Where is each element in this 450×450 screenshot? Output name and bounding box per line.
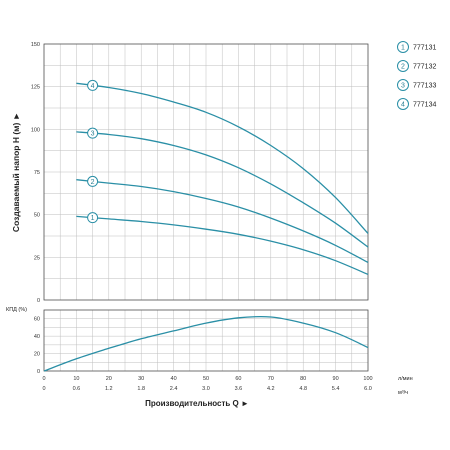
efficiency-tick-label: 60	[34, 317, 40, 323]
head-curve-4	[76, 82, 369, 234]
efficiency-tick-label: 40	[34, 334, 40, 340]
legend-label: 777134	[413, 102, 436, 109]
head-curve-2	[76, 179, 369, 264]
x-tick-m3h: 1.8	[137, 386, 145, 392]
legend-label: 777131	[413, 45, 436, 52]
legend-label: 777133	[413, 83, 436, 90]
head-y-ticks: 0 25 50 75 100 125 150	[31, 42, 40, 304]
svg-text:3: 3	[91, 131, 95, 138]
x-tick-m3h: 2.4	[170, 386, 178, 392]
x-tick-m3h: 5.4	[332, 386, 340, 392]
unit-lpm-label: л/мин	[398, 376, 413, 382]
x-tick-lpm: 10	[73, 376, 79, 382]
legend-item-2: 2 777132	[397, 60, 436, 72]
efficiency-tick-label: 20	[34, 352, 40, 358]
svg-text:2: 2	[91, 179, 95, 186]
x-tick-m3h: 1.2	[105, 386, 113, 392]
head-curve-3	[76, 131, 369, 248]
x-tick-lpm: 40	[171, 376, 177, 382]
x-tick-lpm: 80	[300, 376, 306, 382]
efficiency-plot-frame	[43, 309, 369, 372]
head-plot-frame	[43, 43, 369, 301]
legend-number: 3	[401, 83, 405, 90]
x-tick-m3h: 0	[42, 386, 45, 392]
legend-number: 1	[401, 45, 405, 52]
curve-marker-3: 3	[87, 127, 99, 139]
x-tick-m3h: 6.0	[364, 386, 372, 392]
svg-text:4: 4	[91, 83, 95, 90]
x-tick-lpm: 20	[106, 376, 112, 382]
x-tick-lpm: 50	[203, 376, 209, 382]
legend-item-1: 1 777131	[397, 41, 436, 53]
x-tick-lpm: 30	[138, 376, 144, 382]
curve-marker-4: 4	[87, 79, 99, 91]
legend-item-3: 3 777133	[397, 79, 436, 91]
x-ticks: 0 10 20 30 40 50 60 70 80 90 100 0 0.6 1.2 1.8 2.4 3.0 3.…	[42, 376, 372, 392]
legend: 1 777131 2 777132 3 777133 4 777134	[397, 41, 436, 110]
y-tick-label: 125	[31, 85, 40, 91]
x-tick-m3h: 4.2	[267, 386, 275, 392]
x-tick-lpm: 60	[235, 376, 241, 382]
head-axis-label: Создаваемый напор Н (м) ►	[11, 112, 21, 232]
efficiency-curve	[43, 315, 369, 372]
y-tick-label: 75	[34, 170, 40, 176]
x-tick-lpm: 0	[42, 376, 45, 382]
head-curve-markers: 1 2 3 4	[87, 79, 99, 224]
y-tick-label: 100	[31, 127, 40, 133]
y-tick-label: 150	[31, 42, 40, 48]
efficiency-curve-line	[43, 315, 369, 372]
efficiency-axis-label: КПД (%)	[6, 307, 27, 313]
efficiency-tick-label: 0	[37, 369, 40, 375]
efficiency-y-ticks: 0 20 40 60	[34, 317, 40, 375]
x-tick-lpm: 70	[268, 376, 274, 382]
head-curves	[76, 82, 369, 275]
x-tick-lpm: 90	[333, 376, 339, 382]
y-tick-label: 50	[34, 213, 40, 219]
x-tick-m3h: 0.6	[73, 386, 81, 392]
y-tick-label: 25	[34, 255, 40, 261]
x-tick-m3h: 4.8	[299, 386, 307, 392]
legend-number: 2	[401, 64, 405, 71]
x-tick-m3h: 3.0	[202, 386, 210, 392]
curve-marker-1: 1	[87, 212, 99, 224]
legend-number: 4	[401, 102, 405, 109]
y-tick-label: 0	[37, 298, 40, 304]
legend-label: 777132	[413, 64, 436, 71]
curve-marker-2: 2	[87, 175, 99, 187]
x-axis-label: Производительность Q ►	[145, 399, 249, 408]
head-curve-1	[76, 215, 369, 275]
legend-item-4: 4 777134	[397, 98, 436, 110]
unit-m3h-label: м³/ч	[398, 390, 408, 396]
svg-text:1: 1	[91, 215, 95, 222]
head-chart-grid	[43, 43, 369, 301]
efficiency-chart-grid	[43, 309, 369, 372]
x-tick-lpm: 100	[363, 376, 372, 382]
x-tick-m3h: 3.6	[235, 386, 243, 392]
